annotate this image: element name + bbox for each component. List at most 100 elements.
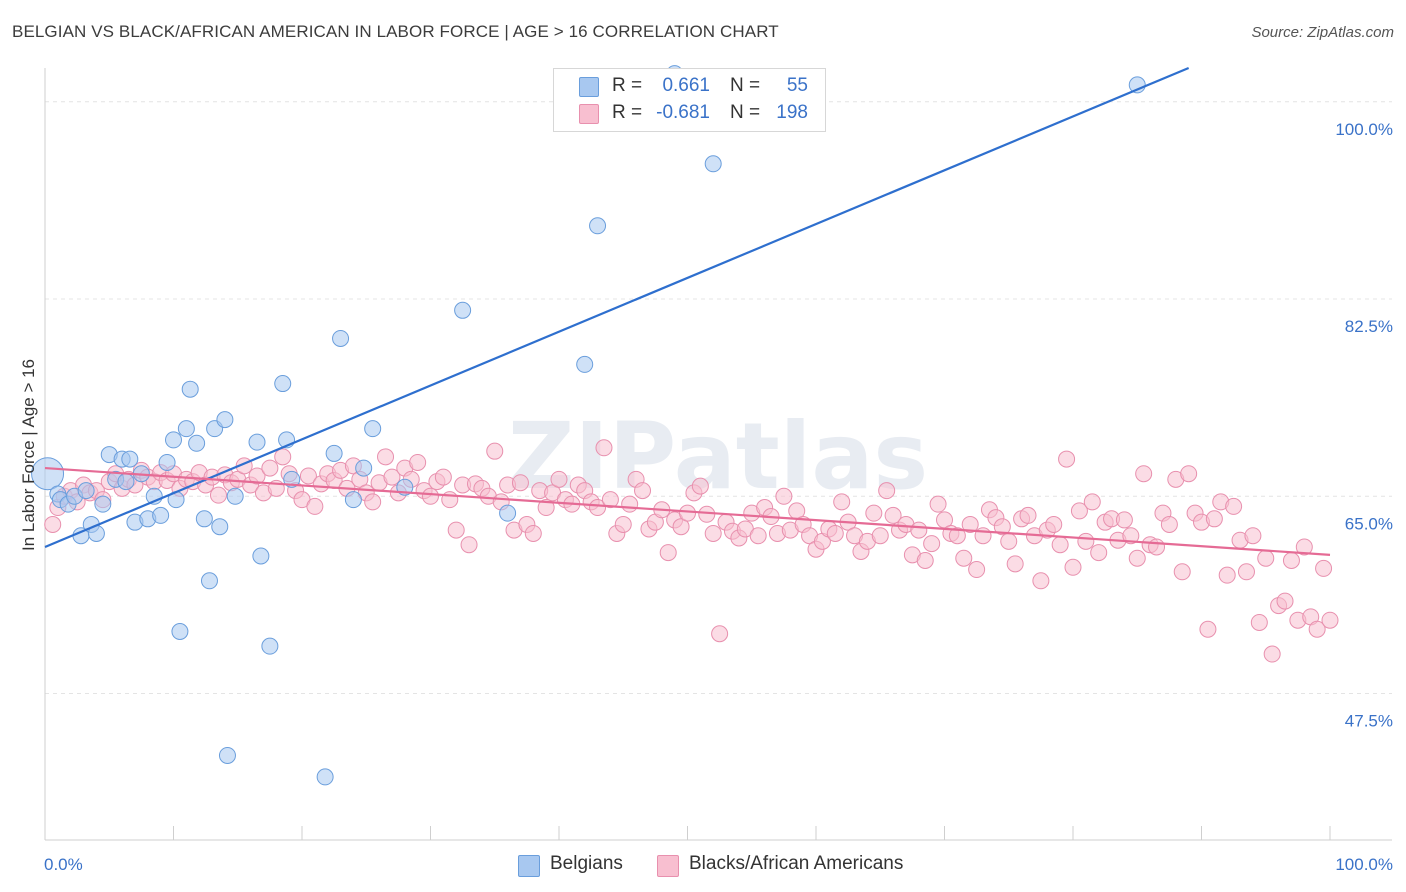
point-blacks	[511, 474, 529, 492]
point-belgians	[152, 506, 170, 524]
point-blacks	[1244, 527, 1262, 545]
point-blacks	[537, 499, 555, 517]
point-blacks	[1045, 515, 1063, 533]
point-blacks	[1237, 563, 1255, 581]
point-blacks	[1263, 645, 1281, 663]
trend-line-belgians	[44, 66, 1190, 548]
point-blacks	[1077, 532, 1095, 550]
point-blacks	[865, 504, 883, 522]
point-belgians	[177, 420, 195, 438]
point-belgians	[261, 637, 279, 655]
point-blacks	[1257, 549, 1275, 567]
data-points	[31, 65, 1339, 786]
point-blacks	[1148, 538, 1166, 556]
point-blacks	[261, 459, 279, 477]
point-blacks	[659, 544, 677, 562]
point-blacks	[691, 477, 709, 495]
point-blacks	[1070, 502, 1088, 520]
point-blacks	[1032, 572, 1050, 590]
series-legend: Belgians Blacks/African Americans	[0, 852, 1406, 878]
point-belgians	[248, 433, 266, 451]
legend-n-label: N =	[730, 102, 761, 123]
legend-n-value: 55	[786, 75, 808, 96]
legend-r-label: R =	[612, 102, 643, 123]
point-blacks	[826, 524, 844, 542]
y-tick-label: 82.5%	[1345, 317, 1393, 336]
point-blacks	[1180, 465, 1198, 483]
point-blacks	[749, 527, 767, 545]
point-belgians	[364, 420, 382, 438]
point-blacks	[595, 439, 613, 457]
grid-lines	[45, 101, 1392, 694]
point-blacks	[422, 487, 439, 505]
point-blacks	[1205, 510, 1223, 528]
point-belgians	[94, 495, 112, 513]
point-belgians	[252, 547, 270, 565]
point-belgians	[576, 355, 594, 373]
point-blacks	[460, 536, 478, 554]
point-blacks	[910, 521, 928, 539]
point-blacks	[434, 468, 452, 486]
point-belgians	[165, 431, 182, 449]
legend-n-label: N =	[730, 75, 761, 96]
point-blacks	[1295, 538, 1313, 556]
point-belgians	[77, 482, 95, 500]
point-blacks	[961, 515, 979, 533]
point-blacks	[1051, 536, 1069, 554]
legend-swatch-blacks	[579, 104, 599, 124]
y-axis-label: In Labor Force | Age > 16	[19, 359, 38, 551]
x-tick-labels: 0.0% 100.0%	[44, 855, 1393, 874]
point-belgians	[704, 155, 722, 173]
point-blacks	[1250, 613, 1268, 631]
point-blacks	[1173, 563, 1191, 581]
point-blacks	[1006, 555, 1024, 573]
point-blacks	[704, 524, 722, 542]
point-blacks	[679, 504, 696, 522]
trend-lines	[44, 66, 1331, 556]
point-blacks	[833, 493, 851, 511]
legend-row-blacks: R = -0.681 N = 198	[554, 100, 825, 126]
point-blacks	[698, 505, 716, 523]
point-belgians	[589, 217, 607, 235]
point-belgians	[218, 746, 236, 764]
point-belgians	[332, 329, 350, 347]
point-blacks	[1122, 527, 1140, 545]
point-blacks	[248, 467, 266, 485]
point-blacks	[1064, 558, 1082, 576]
legend-r-value: 0.661	[662, 75, 710, 96]
point-blacks	[1160, 515, 1178, 533]
point-blacks	[916, 552, 934, 570]
point-blacks	[871, 527, 889, 545]
point-belgians	[181, 380, 199, 398]
trend-line-blacks	[44, 466, 1331, 556]
point-blacks	[884, 506, 902, 524]
point-belgians	[211, 518, 229, 536]
point-blacks	[1321, 611, 1339, 629]
series-swatch-blacks	[657, 855, 679, 877]
y-tick-label: 100.0%	[1335, 120, 1393, 139]
point-belgians	[117, 473, 135, 491]
point-belgians	[171, 623, 189, 641]
point-blacks	[299, 467, 317, 485]
point-blacks	[409, 453, 427, 471]
point-blacks	[1135, 465, 1153, 483]
point-blacks	[1276, 592, 1294, 610]
point-blacks	[1128, 549, 1146, 567]
point-belgians	[226, 487, 244, 505]
point-blacks	[1315, 559, 1333, 577]
y-tick-label: 65.0%	[1345, 514, 1393, 533]
point-blacks	[929, 495, 947, 513]
chart-title: BELGIAN VS BLACK/AFRICAN AMERICAN IN LAB…	[12, 22, 779, 41]
point-blacks	[621, 495, 639, 513]
legend-n-value: 198	[776, 102, 808, 123]
point-blacks	[1199, 620, 1217, 638]
point-blacks	[634, 482, 652, 500]
point-belgians	[454, 301, 472, 319]
point-blacks	[968, 561, 986, 579]
point-blacks	[711, 625, 729, 643]
point-blacks	[1058, 450, 1076, 468]
point-belgians	[216, 411, 234, 429]
point-belgians	[283, 470, 301, 488]
legend-r-label: R =	[612, 75, 643, 96]
